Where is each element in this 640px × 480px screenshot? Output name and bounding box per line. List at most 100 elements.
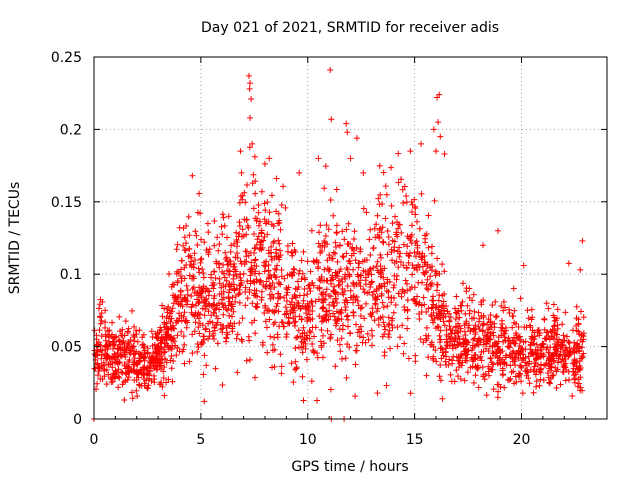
- data-point: [550, 301, 557, 308]
- data-point: [196, 320, 203, 327]
- data-point: [131, 338, 138, 345]
- data-point: [350, 235, 357, 242]
- data-point: [459, 340, 466, 347]
- data-point: [192, 228, 199, 235]
- data-point: [312, 298, 319, 305]
- data-point: [346, 273, 353, 280]
- data-point: [199, 322, 206, 329]
- data-point: [429, 297, 436, 304]
- data-point-outlier: [344, 129, 351, 136]
- data-point: [388, 164, 395, 171]
- data-point: [432, 325, 439, 332]
- data-point: [338, 355, 345, 362]
- data-point: [219, 381, 226, 388]
- data-point: [266, 307, 273, 314]
- data-point: [373, 263, 380, 270]
- data-point: [210, 279, 217, 286]
- data-point: [457, 302, 464, 309]
- data-point: [352, 393, 359, 400]
- data-point: [148, 377, 155, 384]
- data-point: [308, 299, 315, 306]
- data-point: [411, 196, 418, 203]
- data-point: [278, 370, 285, 377]
- data-point: [281, 294, 288, 301]
- y-axis-label: SRMTID / TECUs: [7, 182, 23, 295]
- data-point: [275, 253, 282, 260]
- data-point: [423, 231, 430, 238]
- data-point: [415, 261, 422, 268]
- data-point: [425, 244, 432, 251]
- data-point: [422, 239, 429, 246]
- data-point: [510, 285, 517, 292]
- data-point: [366, 236, 373, 243]
- data-point: [527, 350, 534, 357]
- data-point: [136, 369, 143, 376]
- data-point-outlier: [494, 227, 501, 234]
- data-point: [388, 299, 395, 306]
- data-point: [144, 350, 151, 357]
- data-point: [498, 317, 505, 324]
- data-point: [327, 197, 334, 204]
- data-point: [282, 204, 289, 211]
- data-point: [251, 262, 258, 269]
- data-point: [373, 308, 380, 315]
- data-point: [353, 321, 360, 328]
- data-point: [263, 258, 270, 265]
- data-point: [523, 324, 530, 331]
- data-point: [307, 329, 314, 336]
- data-point: [278, 363, 285, 370]
- y-tick-label: 0.15: [51, 195, 82, 211]
- data-point: [165, 303, 172, 310]
- data-point: [144, 385, 151, 392]
- data-point: [324, 327, 331, 334]
- data-point: [109, 359, 116, 366]
- data-point: [266, 282, 273, 289]
- data-point: [560, 332, 567, 339]
- data-point: [264, 231, 271, 238]
- data-point: [424, 276, 431, 283]
- data-point: [148, 328, 155, 335]
- data-point: [256, 246, 263, 253]
- data-point: [453, 367, 460, 374]
- data-point: [296, 267, 303, 274]
- data-point: [507, 375, 514, 382]
- data-point: [196, 330, 203, 337]
- data-point: [506, 309, 513, 316]
- data-point: [570, 344, 577, 351]
- data-point: [403, 280, 410, 287]
- data-point: [247, 272, 254, 279]
- data-point: [385, 314, 392, 321]
- data-point: [157, 340, 164, 347]
- data-point: [501, 330, 508, 337]
- data-point: [448, 378, 455, 385]
- data-point: [404, 315, 411, 322]
- data-point: [167, 307, 174, 314]
- data-point: [195, 315, 202, 322]
- data-point: [551, 329, 558, 336]
- data-point: [442, 358, 449, 365]
- data-point: [409, 262, 416, 269]
- data-point-outlier: [407, 148, 414, 155]
- data-point: [273, 175, 280, 182]
- data-point: [334, 316, 341, 323]
- data-point: [405, 259, 412, 266]
- data-point: [326, 307, 333, 314]
- data-point: [286, 271, 293, 278]
- data-point: [227, 320, 234, 327]
- data-point: [98, 310, 105, 317]
- data-point: [202, 326, 209, 333]
- data-point: [195, 265, 202, 272]
- data-point: [118, 332, 125, 339]
- data-point: [261, 200, 268, 207]
- data-point: [336, 281, 343, 288]
- data-point: [576, 366, 583, 373]
- data-point: [208, 274, 215, 281]
- data-point: [269, 341, 276, 348]
- data-point: [418, 279, 425, 286]
- data-point: [477, 353, 484, 360]
- data-point: [439, 349, 446, 356]
- data-point: [320, 305, 327, 312]
- data-point: [242, 248, 249, 255]
- data-point: [189, 301, 196, 308]
- data-point: [180, 333, 187, 340]
